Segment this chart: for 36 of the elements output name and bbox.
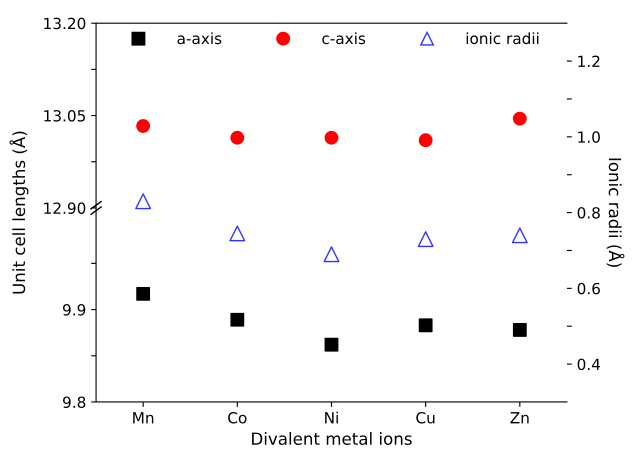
point [229, 225, 246, 242]
y-tick-label: 0.4 [578, 358, 600, 370]
point [136, 286, 150, 301]
point [512, 112, 527, 126]
legend-label: c-axis [322, 32, 366, 44]
y-tick-label: 1.0 [578, 131, 600, 143]
y-tick-label: 0.6 [578, 282, 600, 294]
point [230, 312, 244, 327]
y-tick-label: 12.90 [44, 202, 86, 214]
point [136, 119, 150, 133]
y-axis-title: Unit cell lengths (Å) [9, 132, 28, 294]
x-tick-label: Mn [133, 412, 154, 424]
point [418, 231, 434, 248]
y-axis-title: Ionic radii (Å) [606, 158, 624, 267]
y-tick-label: 13.05 [44, 110, 86, 122]
point [512, 323, 527, 337]
point [324, 130, 338, 145]
point [418, 133, 433, 148]
point [230, 130, 244, 145]
x-tick-label: Co [228, 412, 246, 424]
point [324, 246, 340, 262]
y-tick-label: 1.2 [578, 56, 600, 67]
x-tick-label: Zn [510, 412, 529, 424]
y-tick-label: 9.9 [63, 304, 86, 316]
point [512, 227, 528, 244]
y-tick-label: 13.20 [44, 18, 86, 30]
y-tick-label: 0.8 [578, 207, 600, 219]
y-tick-label: 9.8 [63, 396, 86, 408]
point [324, 338, 338, 352]
legend-label: ionic radii [466, 32, 538, 44]
point [418, 318, 433, 332]
point [135, 193, 152, 210]
x-tick-label: Ni [325, 412, 338, 424]
x-axis-title: Divalent metal ions [252, 432, 412, 445]
legend-label: a-axis [178, 32, 222, 44]
x-tick-label: Cu [416, 412, 434, 424]
